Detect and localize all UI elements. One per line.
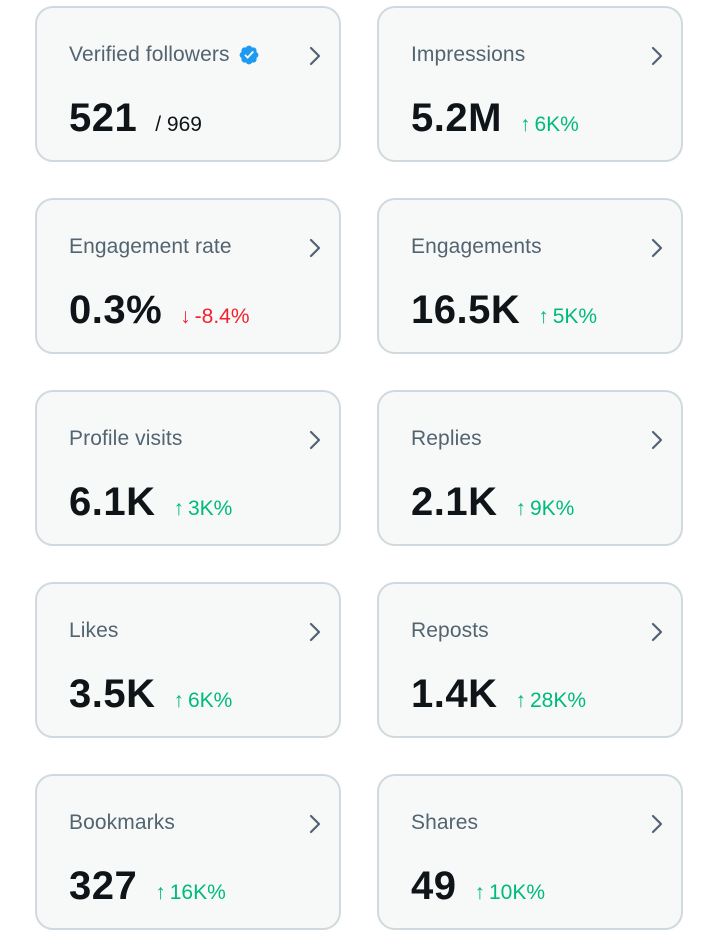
stat-card-replies[interactable]: Replies 2.1K ↑ 9K%	[377, 390, 683, 546]
stat-value-row: 3.5K ↑ 6K%	[69, 672, 232, 717]
stat-card-engagement-rate[interactable]: Engagement rate 0.3% ↓ -8.4%	[35, 198, 341, 354]
stat-delta: ↑ 5K%	[538, 305, 597, 329]
stat-delta: ↑ 6K%	[174, 689, 233, 713]
stat-value-row: 6.1K ↑ 3K%	[69, 480, 232, 525]
stat-value-row: 16.5K ↑ 5K%	[411, 288, 597, 333]
stat-label: Engagement rate	[69, 235, 232, 258]
stat-delta: ↑ 9K%	[516, 497, 575, 521]
stat-label: Replies	[411, 427, 482, 450]
stat-label: Verified followers	[69, 43, 260, 67]
stat-card-bookmarks[interactable]: Bookmarks 327 ↑ 16K%	[35, 774, 341, 930]
stat-delta-text: 6K%	[188, 689, 233, 712]
arrow-up-icon: ↑	[515, 689, 527, 712]
stat-value-row: 5.2M ↑ 6K%	[411, 96, 579, 141]
arrow-up-icon: ↑	[155, 881, 166, 904]
stat-label: Bookmarks	[69, 811, 175, 834]
stat-card-profile-visits[interactable]: Profile visits 6.1K ↑ 3K%	[35, 390, 341, 546]
stat-delta-text: 16K%	[169, 881, 226, 904]
stat-value-row: 49 ↑ 10K%	[411, 864, 545, 909]
stat-delta: ↑ 10K%	[475, 881, 546, 905]
stat-value: 521	[69, 96, 138, 140]
arrow-up-icon: ↑	[519, 113, 531, 136]
arrow-down-icon: ↓	[180, 305, 191, 328]
arrow-up-icon: ↑	[474, 881, 486, 904]
stat-delta: ↑ 3K%	[174, 497, 233, 521]
chevron-right-icon	[651, 622, 663, 642]
stat-value: 327	[69, 864, 138, 908]
stat-delta-text: 9K%	[530, 497, 575, 520]
stat-total: / 969	[155, 113, 202, 136]
stat-value: 16.5K	[411, 288, 521, 332]
stat-delta-text: 5K%	[552, 305, 598, 328]
stat-delta-text: 3K%	[188, 497, 233, 520]
stat-card-engagements[interactable]: Engagements 16.5K ↑ 5K%	[377, 198, 683, 354]
stat-value-row: 327 ↑ 16K%	[69, 864, 226, 909]
stat-delta: ↑ 28K%	[516, 689, 587, 713]
stat-card-shares[interactable]: Shares 49 ↑ 10K%	[377, 774, 683, 930]
stat-delta-text: 6K%	[534, 113, 579, 136]
stat-value: 5.2M	[411, 96, 502, 140]
stat-delta-text: 28K%	[530, 689, 587, 712]
stat-delta: ↓ -8.4%	[180, 305, 249, 329]
stat-label: Shares	[411, 811, 479, 834]
stat-value-row: 1.4K ↑ 28K%	[411, 672, 586, 717]
stat-card-reposts[interactable]: Reposts 1.4K ↑ 28K%	[377, 582, 683, 738]
stat-card-likes[interactable]: Likes 3.5K ↑ 6K%	[35, 582, 341, 738]
stat-value-row: 0.3% ↓ -8.4%	[69, 288, 250, 333]
stat-label: Likes	[69, 619, 119, 642]
stat-label: Impressions	[411, 43, 526, 66]
stat-card-verified-followers[interactable]: Verified followers 521 / 969	[35, 6, 341, 162]
stat-label: Engagements	[411, 235, 542, 258]
stat-value: 2.1K	[411, 480, 498, 524]
arrow-up-icon: ↑	[515, 497, 527, 520]
stat-value-row: 521 / 969	[69, 96, 202, 141]
stat-delta-text: -8.4%	[194, 305, 250, 328]
stat-delta: ↑ 6K%	[520, 113, 579, 137]
chevron-right-icon	[309, 430, 321, 450]
arrow-up-icon: ↑	[173, 497, 185, 520]
stat-label: Profile visits	[69, 427, 183, 450]
chevron-right-icon	[309, 46, 321, 66]
chevron-right-icon	[309, 622, 321, 642]
arrow-up-icon: ↑	[173, 689, 185, 712]
stat-label: Reposts	[411, 619, 489, 642]
stat-label-text: Verified followers	[69, 43, 230, 66]
stat-value: 3.5K	[69, 672, 156, 716]
stat-value: 0.3%	[69, 288, 163, 332]
arrow-up-icon: ↑	[538, 305, 549, 328]
stat-card-impressions[interactable]: Impressions 5.2M ↑ 6K%	[377, 6, 683, 162]
stat-value: 6.1K	[69, 480, 156, 524]
stat-delta: ↑ 16K%	[155, 881, 226, 905]
stat-value: 49	[411, 864, 457, 908]
chevron-right-icon	[651, 46, 663, 66]
verified-badge-icon	[239, 45, 258, 65]
chevron-right-icon	[309, 238, 321, 258]
stat-value-row: 2.1K ↑ 9K%	[411, 480, 574, 525]
chevron-right-icon	[651, 238, 663, 258]
chevron-right-icon	[309, 814, 321, 834]
chevron-right-icon	[651, 814, 663, 834]
stat-delta-text: 10K%	[489, 881, 546, 904]
chevron-right-icon	[651, 430, 663, 450]
stat-value: 1.4K	[411, 672, 498, 716]
